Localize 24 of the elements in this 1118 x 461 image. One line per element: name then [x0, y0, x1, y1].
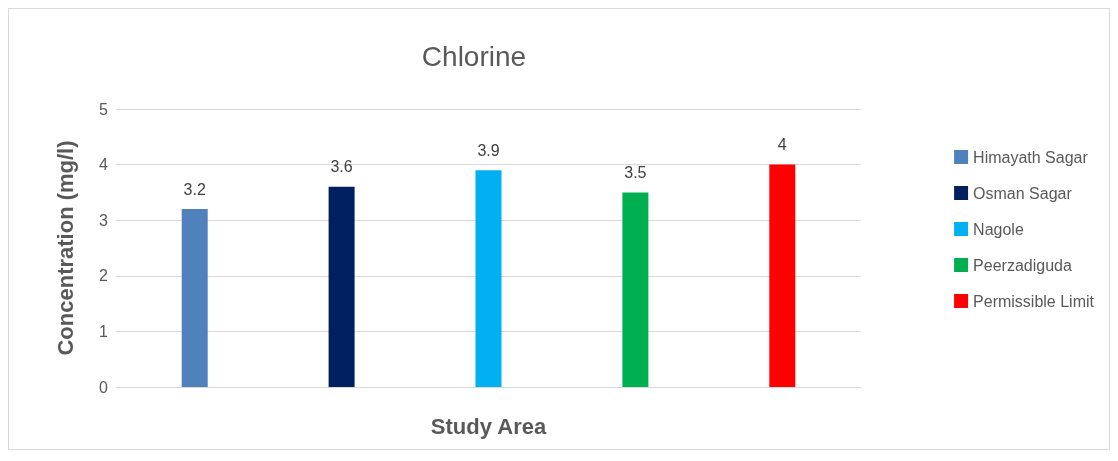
- legend-label: Peerzadiguda: [973, 256, 1072, 274]
- bar: [622, 192, 649, 387]
- data-label: 3.9: [477, 141, 500, 159]
- bar: [769, 164, 796, 387]
- chart-title: Chlorine: [421, 40, 527, 72]
- bar: [328, 186, 355, 387]
- y-tick-label: 1: [99, 322, 109, 340]
- y-tick-label: 2: [99, 267, 109, 285]
- y-tick-label: 4: [99, 156, 109, 174]
- legend-label: Himayath Sagar: [973, 148, 1089, 166]
- data-label: 3.6: [330, 158, 353, 176]
- y-tick-label: 3: [99, 211, 109, 229]
- legend-label: Permissible Limit: [973, 292, 1095, 310]
- legend-label: Nagole: [973, 220, 1024, 238]
- y-tick-label: 0: [99, 378, 109, 396]
- x-axis-title: Study Area: [430, 413, 547, 439]
- bar: [181, 209, 208, 387]
- y-axis-title: Concentration (mg/l): [52, 140, 78, 356]
- data-label: 4: [777, 136, 787, 154]
- legend-label: Osman Sagar: [973, 184, 1073, 202]
- y-tick-label: 5: [99, 100, 109, 118]
- data-label: 3.5: [624, 163, 647, 181]
- data-label: 3.2: [183, 180, 206, 198]
- bar: [475, 170, 502, 387]
